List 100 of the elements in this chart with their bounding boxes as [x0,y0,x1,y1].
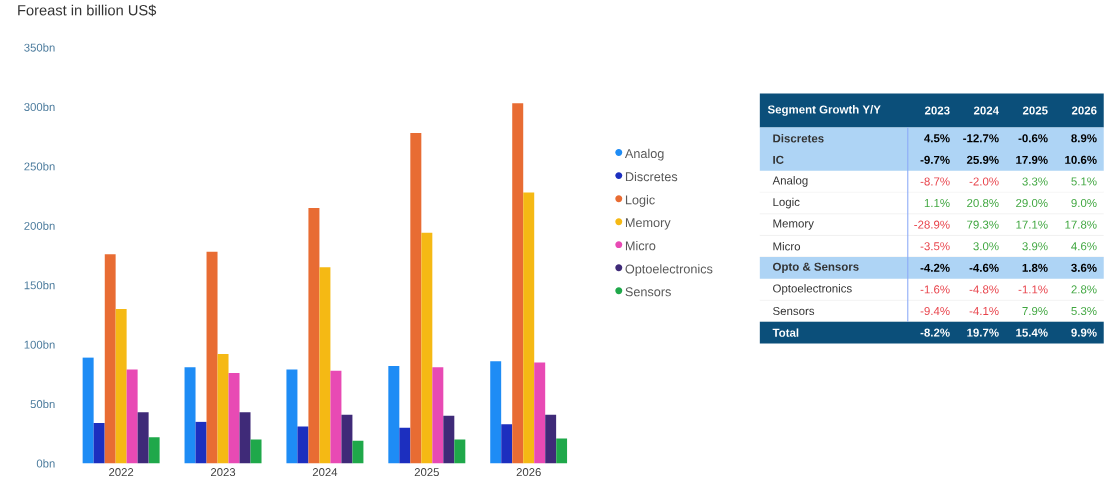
x-tick-label: 2023 [924,106,950,115]
legend-label: Memory [625,218,671,230]
x-tick-label: 2023 [210,467,236,476]
data-label: 17.1% [1016,220,1048,229]
data-label: 3.9% [1022,241,1048,251]
legend-label: Logic [625,194,655,207]
data-label: 1.8% [1022,263,1048,272]
data-label: -0.6% [1018,134,1048,143]
data-label: 4.6% [1071,241,1097,251]
data-label: 29.0% [1016,198,1048,207]
data-label: 3.6% [1071,263,1097,272]
legend-label: Discretes [625,171,678,182]
y-tick-label: 300bn [24,102,55,111]
data-label: 9.9% [1071,328,1097,337]
y-tick-label: 350bn [24,43,55,52]
y-tick-label: 0bn [36,459,55,468]
y-tick-label: Sensors [773,306,815,315]
data-label: -9.4% [920,306,950,315]
bar [454,439,466,464]
y-tick-label: Analog [772,175,808,187]
bar [410,132,422,464]
y-tick-label: Optoelectronics [773,283,852,295]
bar [432,366,444,464]
data-label: -4.2% [920,263,950,272]
bar [319,267,331,464]
bar [184,366,196,464]
bar [388,365,400,464]
bar [297,426,309,464]
bar [250,439,262,464]
legend-label: Analog [624,148,664,161]
data-label: -4.8% [969,285,999,294]
x-tick-label: 2026 [516,467,541,476]
data-label: 17.9% [1016,155,1048,164]
bar [308,207,320,464]
x-tick-label: 2022 [109,467,134,476]
bar [104,254,116,464]
legend-label: Sensors [625,287,671,297]
bar [443,415,455,464]
data-label: 79.3% [967,220,999,229]
data-label: 25.9% [966,155,999,164]
bar [115,308,127,464]
data-label: 4.5% [924,134,950,143]
data-label: 17.8% [1065,220,1097,229]
data-label: -28.9% [914,220,950,229]
data-label: -2.0% [969,177,999,186]
chart-title: Segment Growth Y/Y [767,104,881,116]
y-tick-label: IC [773,155,784,164]
data-label: 9.0% [1071,198,1097,207]
bar [93,422,105,464]
data-label: -8.2% [920,328,950,337]
data-label: -4.1% [969,306,999,315]
data-label: 15.4% [1016,328,1048,337]
bar [545,414,557,464]
bar [137,412,149,464]
bar [148,437,160,464]
data-label: -1.6% [920,285,950,294]
data-label: -1.1% [1018,285,1048,294]
bar [217,353,229,464]
y-tick-label: Memory [773,219,814,230]
data-label: 10.6% [1065,155,1097,164]
y-tick-label: Logic [773,197,800,209]
y-tick-label: 250bn [24,161,55,171]
legend-label: Optoelectronics [625,263,713,276]
y-tick-label: 100bn [24,340,55,349]
data-label: 5.3% [1071,306,1097,315]
data-label: -4.6% [969,263,999,272]
data-label: -8.7% [920,177,950,186]
y-tick-label: 200bn [24,221,55,230]
x-tick-label: 2025 [414,467,439,476]
x-tick-label: 2026 [1071,106,1097,115]
y-tick-label: Micro [773,241,801,251]
bar [195,421,207,464]
bar [556,438,568,464]
bar [206,251,218,464]
data-label: 3.0% [973,241,999,251]
bar [341,414,353,464]
data-label: 8.9% [1071,134,1097,143]
data-label: 3.3% [1022,177,1048,186]
legend-label: Micro [625,240,656,251]
x-tick-label: 2025 [1022,106,1048,115]
data-label: -3.5% [920,241,950,251]
bar [501,423,513,464]
y-tick-label: Total [772,328,799,337]
y-tick-label: 50bn [30,399,55,408]
bar [534,362,546,464]
x-tick-label: 2024 [973,106,999,115]
bar [399,427,411,464]
data-label: -12.7% [963,134,999,143]
bar [228,372,240,464]
bar [126,369,138,464]
data-label: 5.1% [1071,177,1097,186]
data-label: 19.7% [967,328,999,337]
bar [239,412,251,464]
y-tick-label: 150bn [24,280,55,290]
bar [330,370,342,464]
data-label: 2.8% [1071,285,1097,294]
chart-title: Foreast in billion US$ [18,4,157,17]
data-label: 7.9% [1022,306,1048,315]
bar [523,192,535,464]
bar [352,440,364,464]
